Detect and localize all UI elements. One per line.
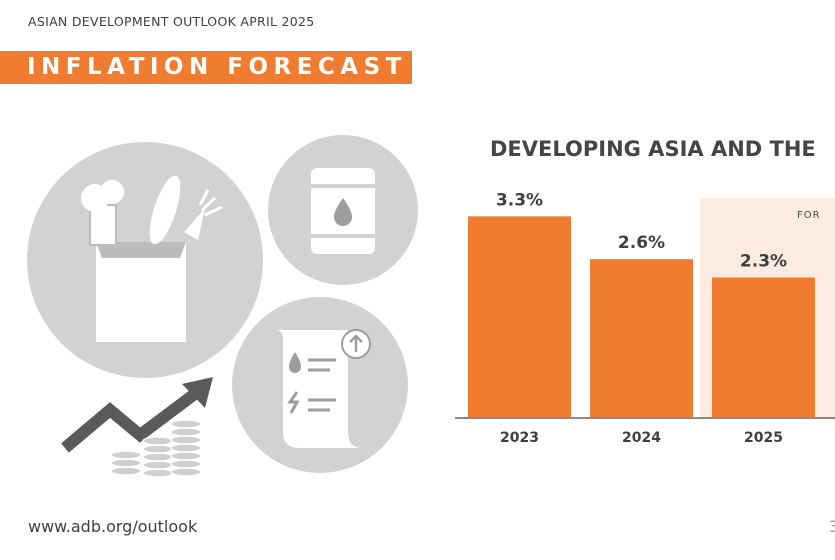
x-tick-2023: 2023 — [500, 430, 539, 446]
bar-chart: FOR 3.3% 2023 2.6% 2024 2.3% 2025 — [455, 190, 835, 446]
banner-title: INFLATION FORECAST — [27, 54, 407, 80]
bar-2025 — [712, 277, 815, 418]
x-tick-2025: 2025 — [744, 430, 783, 446]
page-number: 3 — [829, 517, 835, 536]
bar-2024 — [590, 259, 693, 418]
data-label-2023: 3.3% — [496, 190, 543, 210]
data-label-2025: 2.3% — [740, 251, 787, 271]
inflation-illustration — [27, 135, 418, 478]
grocery-bag-icon — [27, 142, 263, 378]
chart-title: DEVELOPING ASIA AND THE — [490, 137, 816, 161]
x-tick-2024: 2024 — [622, 430, 661, 446]
oil-barrel-icon — [268, 135, 418, 285]
footer-url[interactable]: www.adb.org/outlook — [28, 517, 198, 536]
rising-arrow-coins-icon — [61, 377, 213, 478]
header-subtitle: ASIAN DEVELOPMENT OUTLOOK APRIL 2025 — [28, 14, 315, 29]
forecast-label: FOR — [797, 210, 821, 221]
title-banner: INFLATION FORECAST — [0, 51, 412, 84]
bar-2023 — [468, 216, 571, 418]
utility-bill-icon — [232, 297, 408, 473]
data-label-2024: 2.6% — [618, 233, 665, 253]
